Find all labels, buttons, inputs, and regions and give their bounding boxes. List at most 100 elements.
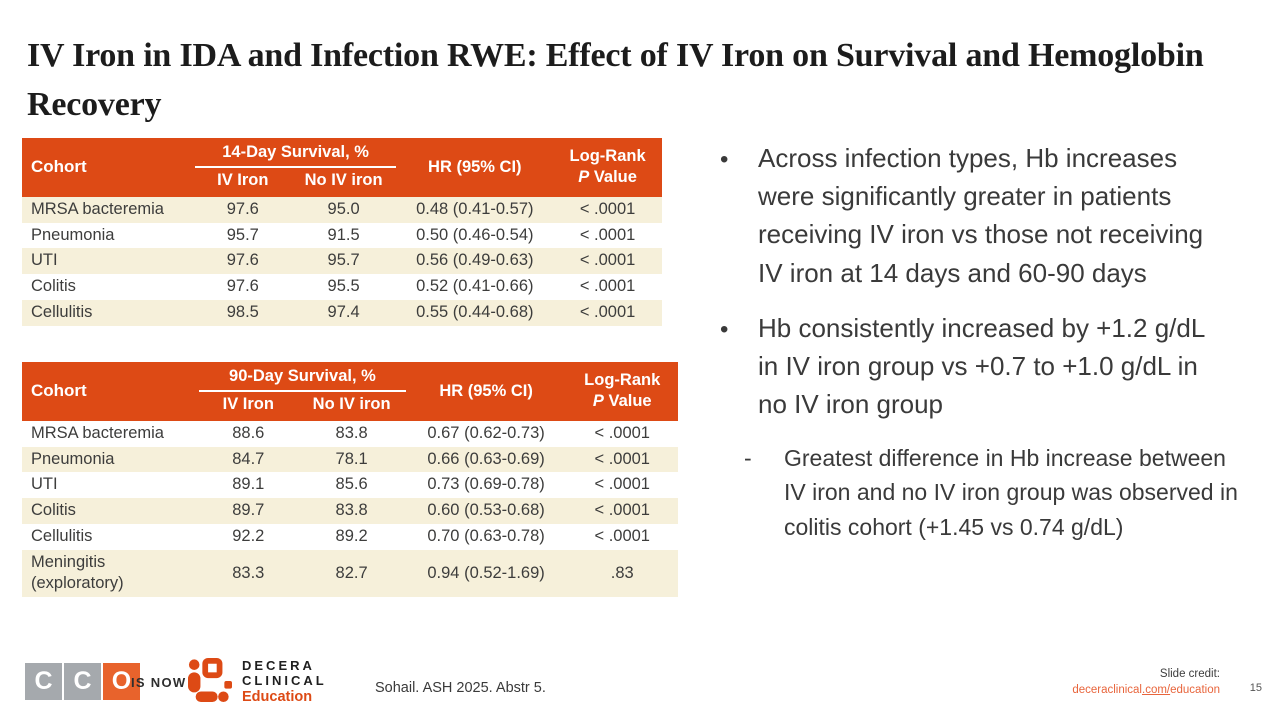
bullet-text: Hb consistently increased by +1.2 g/dL i…	[758, 312, 1205, 420]
cohort-cell: UTI	[22, 248, 195, 275]
hr-cell: 0.48 (0.41-0.57)	[396, 196, 554, 223]
no-iv-iron-cell: 83.8	[297, 498, 406, 524]
hr-cell: 0.56 (0.49-0.63)	[396, 248, 554, 275]
no-iv-iron-cell: 91.5	[290, 222, 397, 249]
p-value-cell: < .0001	[553, 299, 662, 326]
p-value-cell: < .0001	[566, 498, 678, 524]
iv-iron-cell: 97.6	[194, 274, 291, 300]
decera-line1: DECERA	[242, 657, 315, 673]
table-row: MRSA bacteremia 97.6 95.0 0.48 (0.41-0.5…	[22, 196, 662, 223]
footer: C C O IS NOW DECERA CLINICAL Edu	[0, 650, 1280, 720]
p-value-cell: < .0001	[553, 248, 662, 275]
cco-letter-block: C	[64, 663, 101, 700]
sub-bullet-item: Greatest difference in Hb increase betwe…	[712, 441, 1257, 545]
p-value-cell: < .0001	[566, 523, 678, 550]
no-iv-iron-cell: 95.0	[290, 196, 397, 223]
no-iv-iron-cell: 85.6	[297, 472, 406, 499]
no-iv-iron-cell: 82.7	[297, 549, 406, 598]
hr-cell: 0.52 (0.41-0.66)	[396, 274, 554, 300]
p-value-cell: < .0001	[553, 222, 662, 249]
cco-letter-block: O	[103, 663, 140, 700]
no-iv-iron-cell: 95.7	[290, 248, 397, 275]
hr-cell: 0.67 (0.62-0.73)	[405, 420, 567, 447]
table-row: Colitis 97.6 95.5 0.52 (0.41-0.66) < .00…	[22, 274, 662, 300]
no-iv-iron-cell: 95.5	[290, 274, 397, 300]
decera-icon	[188, 658, 232, 707]
col-header-14-day-survival: 14-Day Survival, %	[194, 138, 397, 169]
cohort-cell: MRSA bacteremia	[22, 420, 200, 447]
cohort-cell: Meningitis (exploratory)	[22, 549, 200, 598]
col-header-hr: HR (95% CI)	[396, 138, 554, 197]
p-value-cell: < .0001	[553, 274, 662, 300]
slide-credit-label: Slide credit:	[1159, 668, 1220, 680]
hr-cell: 0.60 (0.53-0.68)	[405, 498, 567, 524]
no-iv-iron-cell: 97.4	[290, 299, 397, 326]
decera-logo: DECERA CLINICAL Education	[188, 658, 327, 707]
slide-credit: Slide credit: deceraclinical.com/educati…	[1072, 666, 1220, 698]
col-header-no-iv-iron: No IV iron	[290, 167, 397, 197]
col-header-log-rank-p-value: Log-Rank P Value	[553, 138, 662, 197]
bullet-text: Across infection types, Hb increases wer…	[758, 143, 1204, 288]
key-points: Across infection types, Hb increases wer…	[712, 139, 1257, 544]
col-header-cohort: Cohort	[22, 362, 200, 421]
cohort-cell: UTI	[22, 472, 200, 499]
col-header-cohort: Cohort	[22, 138, 195, 197]
cco-letter-block: C	[25, 663, 62, 700]
page-title: IV Iron in IDA and Infection RWE: Effect…	[27, 37, 1204, 123]
table-row: Colitis 89.7 83.8 0.60 (0.53-0.68) < .00…	[22, 498, 678, 524]
iv-iron-cell: 98.5	[194, 299, 291, 326]
page-number: 15	[1249, 682, 1262, 694]
table-14-day-survival: Cohort 14-Day Survival, % HR (95% CI) Lo…	[22, 138, 662, 326]
bullet-item: Across infection types, Hb increases wer…	[712, 139, 1257, 292]
no-iv-iron-cell: 89.2	[297, 523, 406, 550]
table-90-day-survival: Cohort 90-Day Survival, % HR (95% CI) Lo…	[22, 362, 678, 598]
table-row: Cellulitis 98.5 97.4 0.55 (0.44-0.68) < …	[22, 299, 662, 326]
hr-cell: 0.66 (0.63-0.69)	[405, 446, 567, 473]
col-header-no-iv-iron: No IV iron	[297, 391, 406, 421]
no-iv-iron-cell: 83.8	[297, 420, 406, 447]
slide-credit-link[interactable]: deceraclinical.com/education	[1072, 684, 1220, 697]
iv-iron-cell: 89.7	[199, 498, 298, 524]
table-row: UTI 89.1 85.6 0.73 (0.69-0.78) < .0001	[22, 472, 678, 499]
table-row: Pneumonia 84.7 78.1 0.66 (0.63-0.69) < .…	[22, 446, 678, 473]
iv-iron-cell: 83.3	[199, 549, 298, 598]
iv-iron-cell: 92.2	[199, 523, 298, 550]
col-header-90-day-survival: 90-Day Survival, %	[199, 362, 406, 393]
citation: Sohail. ASH 2025. Abstr 5.	[375, 680, 546, 696]
col-header-iv-iron: IV Iron	[199, 391, 298, 421]
iv-iron-cell: 84.7	[199, 446, 298, 473]
cohort-cell: Colitis	[22, 274, 195, 300]
p-value-cell: < .0001	[566, 446, 678, 473]
hr-cell: 0.55 (0.44-0.68)	[396, 299, 554, 326]
table-row: Meningitis (exploratory) 83.3 82.7 0.94 …	[22, 549, 678, 598]
cohort-cell: Pneumonia	[22, 222, 195, 249]
dash-marker	[744, 441, 784, 545]
sub-bullet-text: Greatest difference in Hb increase betwe…	[784, 444, 1238, 540]
iv-iron-cell: 89.1	[199, 472, 298, 499]
bullet-marker	[712, 139, 758, 292]
iv-iron-cell: 97.6	[194, 248, 291, 275]
cohort-cell: Pneumonia	[22, 446, 200, 473]
hr-cell: 0.73 (0.69-0.78)	[405, 472, 567, 499]
bullet-marker	[712, 309, 758, 424]
cohort-cell: MRSA bacteremia	[22, 196, 195, 223]
iv-iron-cell: 95.7	[194, 222, 291, 249]
cohort-cell: Cellulitis	[22, 299, 195, 326]
decera-line3: Education	[242, 688, 313, 705]
col-header-hr: HR (95% CI)	[405, 362, 567, 421]
decera-line2: CLINICAL	[242, 672, 327, 688]
col-header-log-rank-p-value: Log-Rank P Value	[566, 362, 678, 421]
table-row: Cellulitis 92.2 89.2 0.70 (0.63-0.78) < …	[22, 523, 678, 550]
hr-cell: 0.50 (0.46-0.54)	[396, 222, 554, 249]
bullet-item: Hb consistently increased by +1.2 g/dL i…	[712, 309, 1257, 424]
iv-iron-cell: 97.6	[194, 196, 291, 223]
hr-cell: 0.94 (0.52-1.69)	[405, 549, 567, 598]
table-row: Pneumonia 95.7 91.5 0.50 (0.46-0.54) < .…	[22, 222, 662, 249]
decera-wordmark: DECERA CLINICAL Education	[242, 657, 327, 706]
table-row: UTI 97.6 95.7 0.56 (0.49-0.63) < .0001	[22, 248, 662, 275]
table-row: MRSA bacteremia 88.6 83.8 0.67 (0.62-0.7…	[22, 420, 678, 447]
cohort-cell: Colitis	[22, 498, 200, 524]
hr-cell: 0.70 (0.63-0.78)	[405, 523, 567, 550]
p-value-cell: < .0001	[566, 472, 678, 499]
